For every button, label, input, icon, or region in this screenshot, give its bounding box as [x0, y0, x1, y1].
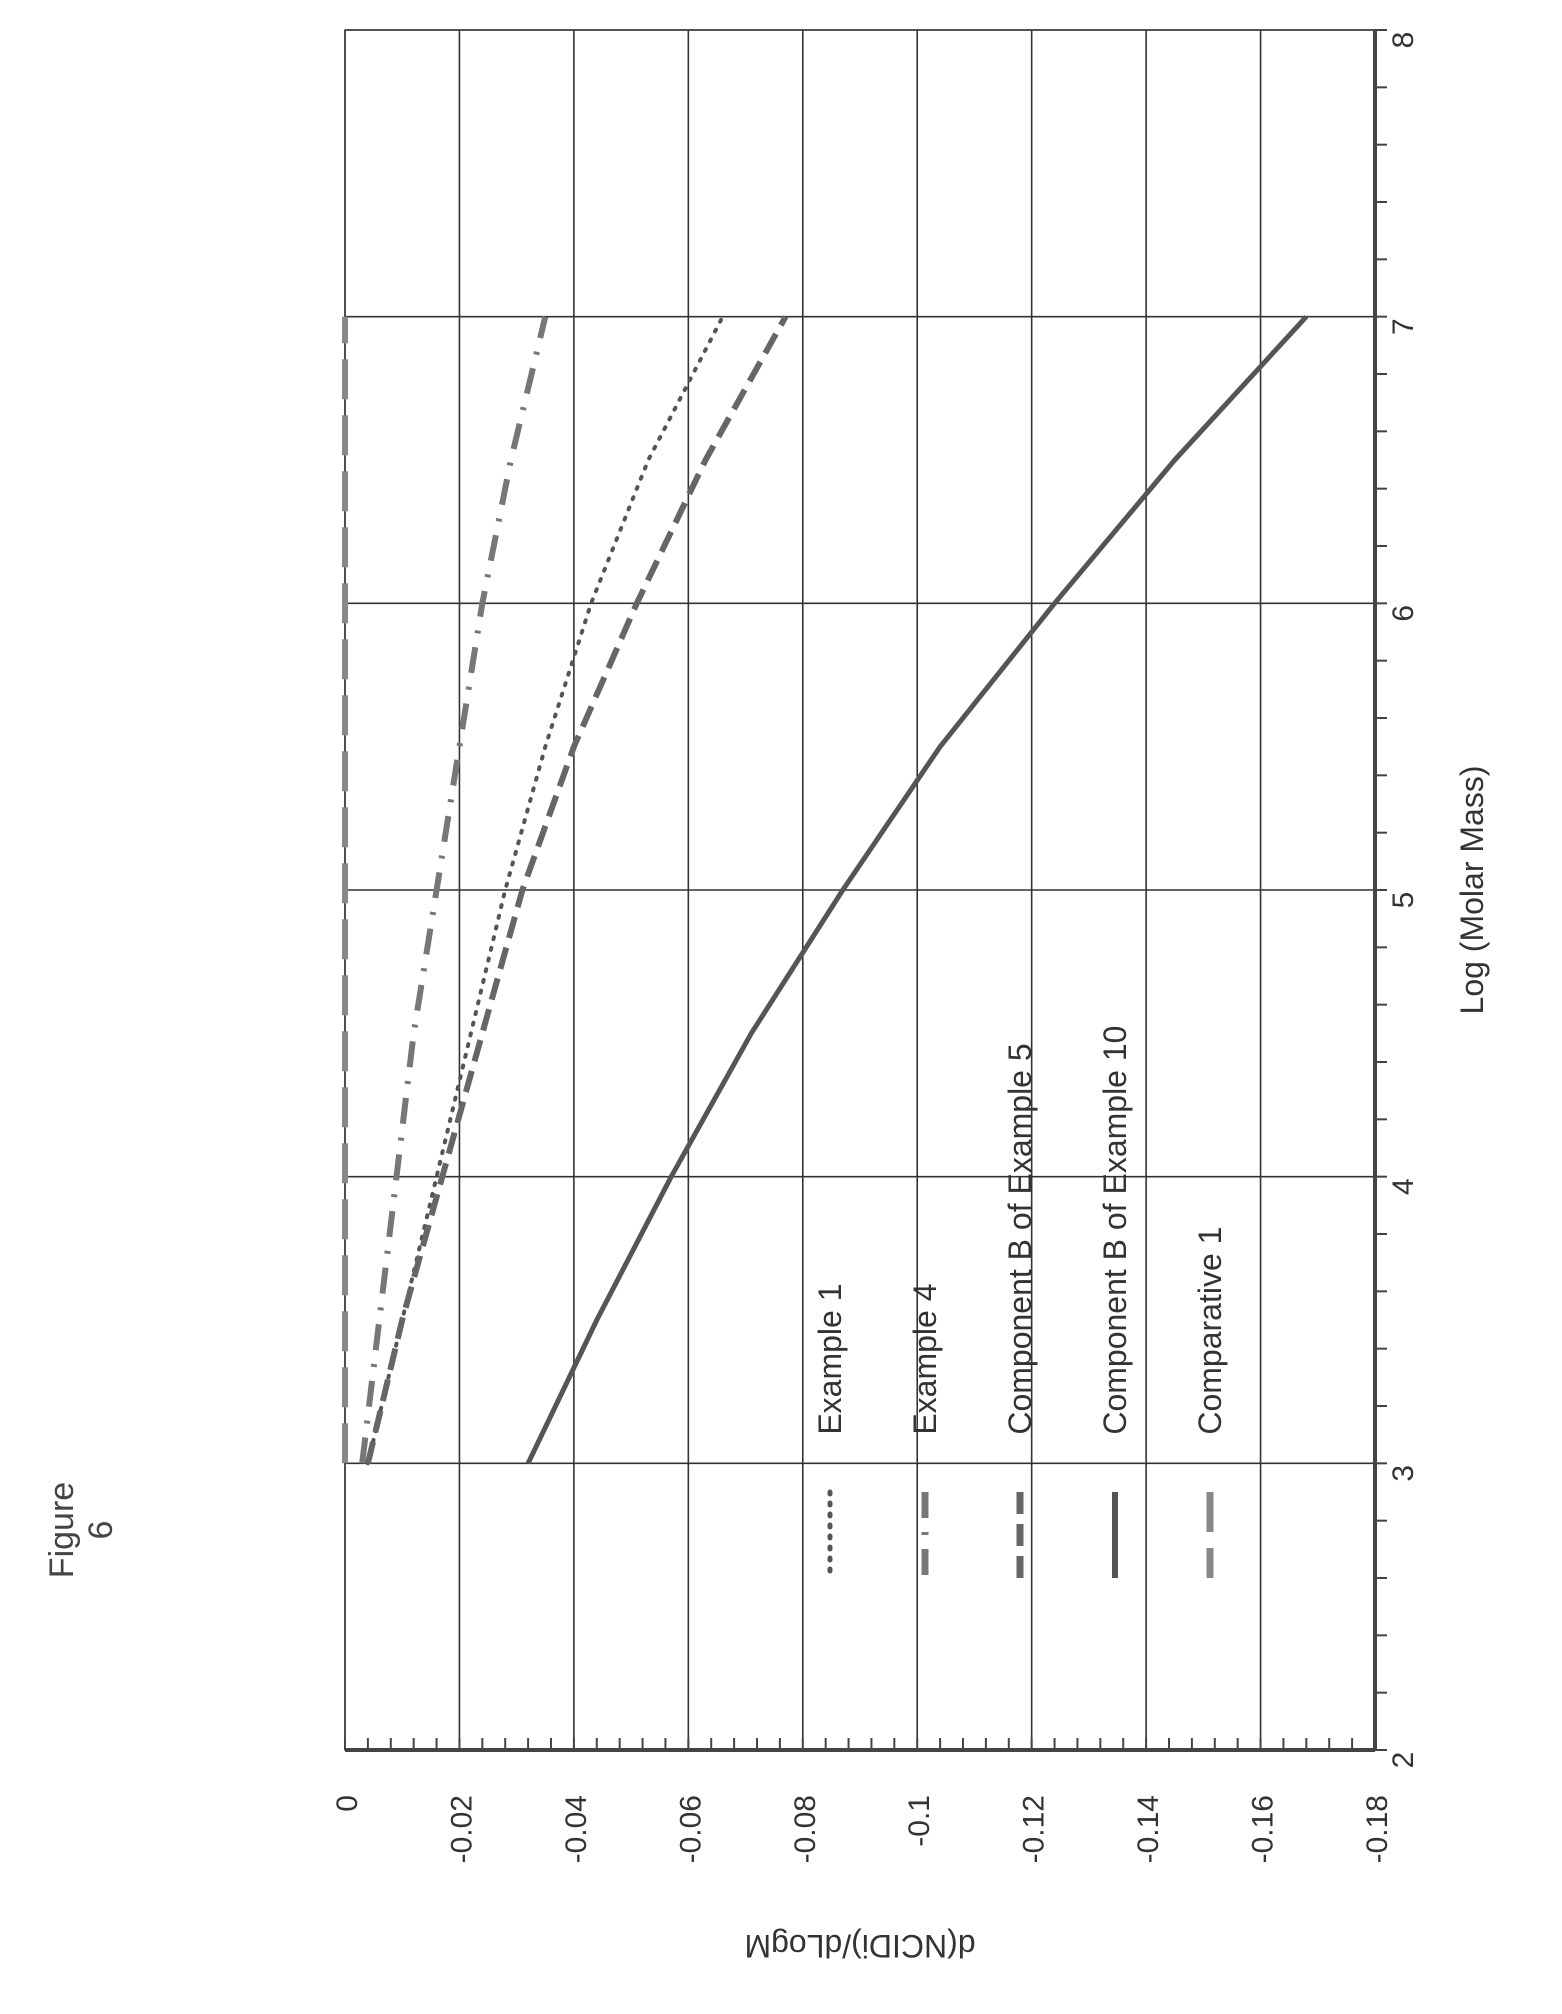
- series-line-4: [525, 315, 1309, 1465]
- x-axis-title: Log (Molar Mass): [1454, 766, 1490, 1015]
- legend-label: Component B of Example 5: [1002, 1043, 1038, 1434]
- y-tick-label: -0.14: [1132, 1795, 1165, 1863]
- x-tick-label: 2: [1387, 1752, 1420, 1769]
- series-lines: [342, 314, 1309, 1466]
- legend-label: Example 4: [907, 1283, 943, 1434]
- legend: Example 1 Example 4 Component B of Example…: [812, 1026, 1228, 1581]
- series-line-2: [359, 315, 549, 1464]
- axis-ticks: 0 -0.02 -0.04 -0.06 -0.08 -0.1 -0.12 -0.14 -0.16…: [331, 29, 1420, 1863]
- x-tick-label: 4: [1387, 1178, 1420, 1195]
- y-tick-label: -0.06: [674, 1795, 707, 1863]
- series-line-3: [364, 315, 789, 1464]
- x-tick-label: 7: [1387, 318, 1420, 335]
- x-tick-label: 6: [1387, 605, 1420, 622]
- y-tick-label: 0: [331, 1795, 364, 1812]
- x-tick-label: 8: [1387, 32, 1420, 49]
- x-tick-label: 3: [1387, 1465, 1420, 1482]
- legend-label: Comparative 1: [1192, 1227, 1228, 1435]
- y-tick-label: -0.16: [1247, 1795, 1280, 1863]
- y-tick-label: -0.08: [789, 1795, 822, 1863]
- y-axis-title: d(NCIDi)/dLogM: [744, 1928, 975, 1964]
- legend-label: Component B of Example 10: [1097, 1026, 1133, 1435]
- y-tick-label: -0.12: [1018, 1795, 1051, 1863]
- y-tick-label: -0.18: [1361, 1795, 1394, 1863]
- y-tick-label: -0.1: [903, 1795, 936, 1847]
- grid: [344, 29, 1376, 1751]
- y-tick-label: -0.02: [445, 1795, 478, 1863]
- y-tick-label: -0.04: [560, 1795, 593, 1863]
- legend-label: Example 1: [812, 1283, 848, 1434]
- x-tick-label: 5: [1387, 892, 1420, 909]
- axis-labels: Log (Molar Mass) d(NCIDi)/dLogM: [744, 766, 1490, 1964]
